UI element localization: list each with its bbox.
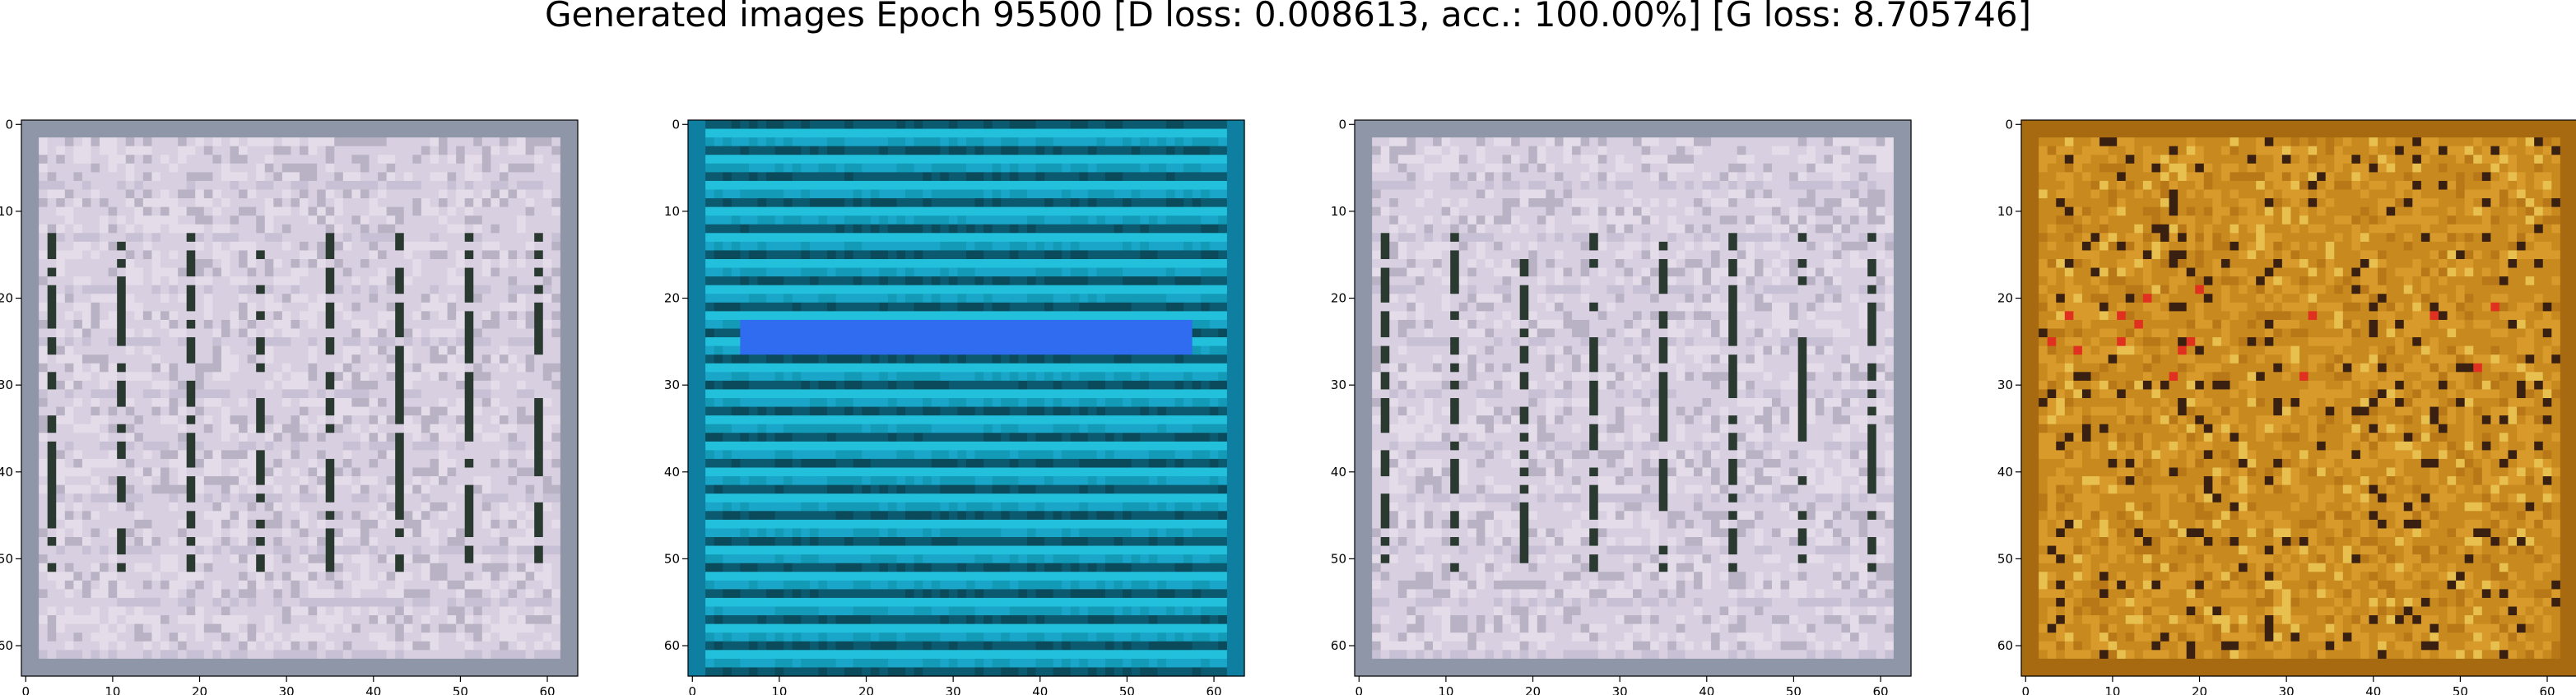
y-tick-label: 30: [1331, 378, 1346, 392]
subplot-3: 0 10 20 30 40 50 60 0 10 20 30 40 50 60: [1331, 117, 1912, 695]
axes-frame: [21, 119, 579, 677]
y-tick-label: 0: [1338, 117, 1346, 132]
x-tick-label: 20: [2192, 684, 2207, 695]
y-tick-label: 60: [664, 638, 680, 653]
y-tick-label: 60: [0, 638, 13, 653]
x-tick-label: 50: [453, 684, 468, 695]
x-tick-label: 30: [1612, 684, 1628, 695]
x-tick-label: 60: [2539, 684, 2555, 695]
y-tick-label: 40: [1997, 465, 2013, 480]
x-tick-label: 20: [858, 684, 874, 695]
x-tick-label: 10: [1438, 684, 1453, 695]
figure-title: Generated images Epoch 95500 [D loss: 0.…: [544, 0, 2032, 35]
y-tick-label: 0: [2005, 117, 2013, 132]
y-tick-label: 30: [1997, 378, 2013, 392]
image-body: [1355, 120, 1912, 677]
x-tick-label: 40: [2365, 684, 2381, 695]
x-tick-label: 0: [2022, 684, 2030, 695]
image-body: [21, 120, 579, 677]
y-tick-label: 20: [664, 291, 680, 306]
y-tick-label: 40: [1331, 465, 1346, 480]
x-tick-label: 20: [1525, 684, 1541, 695]
x-tick-label: 50: [2453, 684, 2468, 695]
x-tick-label: 10: [2104, 684, 2120, 695]
subplot-4: 0 10 20 30 40 50 60 0 10 20 30 40 50 60: [1997, 117, 2576, 695]
x-tick-label: 60: [539, 684, 555, 695]
x-tick-label: 40: [1032, 684, 1048, 695]
x-tick-label: 0: [689, 684, 697, 695]
image-body: [688, 120, 1245, 677]
y-tick-label: 50: [1331, 551, 1346, 566]
x-tick-label: 50: [1119, 684, 1135, 695]
y-tick-label: 10: [664, 204, 680, 219]
x-tick-label: 10: [771, 684, 787, 695]
y-tick-label: 60: [1331, 638, 1346, 653]
y-tick-label: 0: [672, 117, 680, 132]
x-tick-label: 40: [1699, 684, 1714, 695]
image-body: [2021, 120, 2576, 677]
y-tick-label: 20: [0, 291, 13, 306]
y-tick-label: 20: [1997, 291, 2013, 306]
subplot-2: 0 10 20 30 40 50 60 0 10 20 30 40 50 60: [664, 117, 1245, 695]
x-tick-label: 0: [1355, 684, 1364, 695]
x-tick-label: 30: [279, 684, 295, 695]
y-tick-label: 30: [0, 378, 13, 392]
y-tick-label: 10: [1997, 204, 2013, 219]
axes-frame: [687, 119, 1245, 677]
x-tick-label: 0: [22, 684, 30, 695]
subplot-1: 0 10 20 30 40 50 60 0 10 20 30 40 50 60: [0, 117, 579, 695]
y-tick-label: 50: [0, 551, 13, 566]
y-tick-label: 60: [1997, 638, 2013, 653]
x-tick-label: 40: [365, 684, 381, 695]
y-tick-label: 40: [0, 465, 13, 480]
x-tick-label: 60: [1206, 684, 1221, 695]
y-tick-label: 10: [0, 204, 13, 219]
x-tick-label: 50: [1786, 684, 1802, 695]
y-tick-label: 50: [664, 551, 680, 566]
x-tick-label: 30: [2279, 684, 2295, 695]
y-tick-label: 20: [1331, 291, 1346, 306]
axes-frame: [1354, 119, 1912, 677]
x-tick-label: 10: [105, 684, 120, 695]
x-tick-label: 30: [946, 684, 961, 695]
y-tick-label: 40: [664, 465, 680, 480]
x-tick-label: 60: [1872, 684, 1888, 695]
y-tick-label: 30: [664, 378, 680, 392]
axes-frame: [2020, 119, 2576, 677]
y-tick-label: 10: [1331, 204, 1346, 219]
x-tick-label: 20: [192, 684, 207, 695]
y-tick-label: 50: [1997, 551, 2013, 566]
y-tick-label: 0: [5, 117, 13, 132]
